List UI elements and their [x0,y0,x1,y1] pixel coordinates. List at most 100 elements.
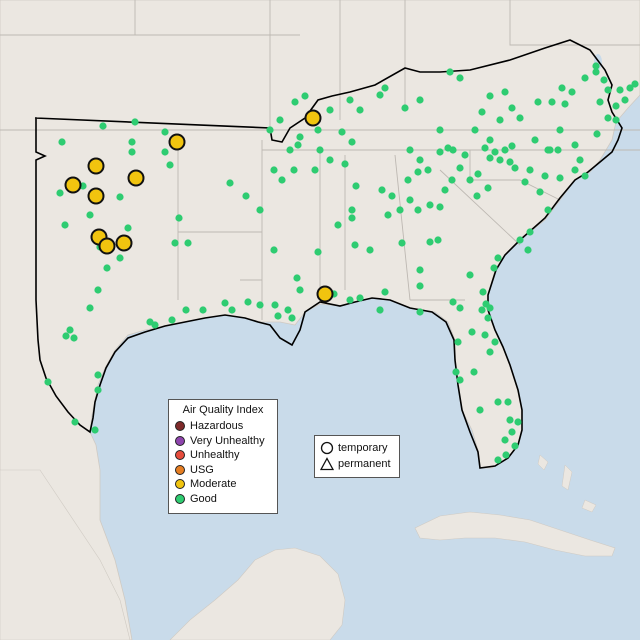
station-marker-good[interactable] [94,371,102,379]
station-marker-good[interactable] [378,186,386,194]
station-marker-good[interactable] [396,206,404,214]
station-marker-good[interactable] [366,246,374,254]
station-marker-good[interactable] [456,376,464,384]
station-marker-good[interactable] [346,96,354,104]
station-marker-good[interactable] [116,193,124,201]
station-marker-good[interactable] [66,326,74,334]
station-marker-good[interactable] [474,170,482,178]
station-marker-good[interactable] [434,236,442,244]
station-marker-good[interactable] [496,116,504,124]
station-marker-good[interactable] [604,114,612,122]
station-marker-good[interactable] [406,146,414,154]
station-marker-good[interactable] [284,306,292,314]
station-marker-good[interactable] [508,104,516,112]
station-marker-good[interactable] [486,348,494,356]
station-marker-good[interactable] [316,146,324,154]
station-marker-good[interactable] [401,104,409,112]
station-marker-good[interactable] [348,214,356,222]
station-marker-good[interactable] [256,301,264,309]
station-marker-good[interactable] [94,386,102,394]
station-marker-good[interactable] [466,176,474,184]
station-marker-good[interactable] [514,418,522,426]
station-marker-good[interactable] [94,286,102,294]
station-marker-moderate[interactable] [168,133,186,151]
station-marker-good[interactable] [516,236,524,244]
station-marker-good[interactable] [291,98,299,106]
station-marker-good[interactable] [91,426,99,434]
station-marker-good[interactable] [548,98,556,106]
station-marker-good[interactable] [561,100,569,108]
station-marker-good[interactable] [479,288,487,296]
station-marker-good[interactable] [311,166,319,174]
station-marker-good[interactable] [481,331,489,339]
station-marker-good[interactable] [294,141,302,149]
station-marker-good[interactable] [168,316,176,324]
station-marker-good[interactable] [484,314,492,322]
station-marker-good[interactable] [296,286,304,294]
station-marker-good[interactable] [456,304,464,312]
station-marker-good[interactable] [61,221,69,229]
station-marker-good[interactable] [631,80,639,88]
station-marker-moderate[interactable] [64,176,82,194]
station-marker-good[interactable] [226,179,234,187]
station-marker-good[interactable] [416,96,424,104]
station-marker-good[interactable] [276,116,284,124]
station-marker-good[interactable] [470,368,478,376]
station-marker-good[interactable] [426,201,434,209]
station-marker-good[interactable] [436,148,444,156]
station-marker-good[interactable] [501,436,509,444]
station-marker-good[interactable] [161,128,169,136]
station-marker-good[interactable] [286,146,294,154]
station-marker-good[interactable] [270,166,278,174]
station-marker-good[interactable] [592,62,600,70]
station-marker-good[interactable] [384,211,392,219]
station-marker-good[interactable] [424,166,432,174]
station-marker-good[interactable] [352,182,360,190]
station-marker-good[interactable] [621,96,629,104]
station-marker-good[interactable] [376,306,384,314]
station-marker-good[interactable] [175,214,183,222]
station-marker-good[interactable] [182,306,190,314]
station-marker-good[interactable] [612,116,620,124]
station-marker-good[interactable] [388,192,396,200]
station-marker-moderate[interactable] [98,237,116,255]
station-marker-good[interactable] [436,126,444,134]
station-marker-good[interactable] [56,189,64,197]
station-marker-good[interactable] [612,102,620,110]
station-marker-good[interactable] [496,156,504,164]
station-marker-good[interactable] [278,176,286,184]
station-marker-good[interactable] [558,84,566,92]
station-marker-good[interactable] [296,133,304,141]
station-marker-good[interactable] [228,306,236,314]
station-marker-good[interactable] [376,91,384,99]
station-marker-good[interactable] [381,84,389,92]
station-marker-good[interactable] [266,126,274,134]
station-marker-good[interactable] [351,241,359,249]
station-marker-good[interactable] [199,306,207,314]
station-marker-good[interactable] [244,298,252,306]
station-marker-good[interactable] [604,86,612,94]
station-marker-good[interactable] [494,398,502,406]
station-marker-good[interactable] [414,206,422,214]
station-marker-good[interactable] [151,321,159,329]
station-marker-good[interactable] [454,338,462,346]
station-marker-good[interactable] [124,224,132,232]
station-marker-good[interactable] [506,416,514,424]
station-marker-good[interactable] [293,274,301,282]
station-marker-good[interactable] [526,228,534,236]
station-marker-good[interactable] [404,176,412,184]
station-marker-good[interactable] [452,368,460,376]
station-marker-good[interactable] [486,136,494,144]
station-marker-good[interactable] [473,192,481,200]
station-marker-good[interactable] [221,299,229,307]
station-marker-good[interactable] [476,406,484,414]
station-marker-good[interactable] [326,106,334,114]
station-marker-good[interactable] [416,266,424,274]
station-marker-good[interactable] [534,98,542,106]
station-marker-good[interactable] [131,118,139,126]
station-marker-good[interactable] [571,166,579,174]
station-marker-good[interactable] [521,178,529,186]
station-marker-good[interactable] [161,148,169,156]
station-marker-good[interactable] [116,254,124,262]
